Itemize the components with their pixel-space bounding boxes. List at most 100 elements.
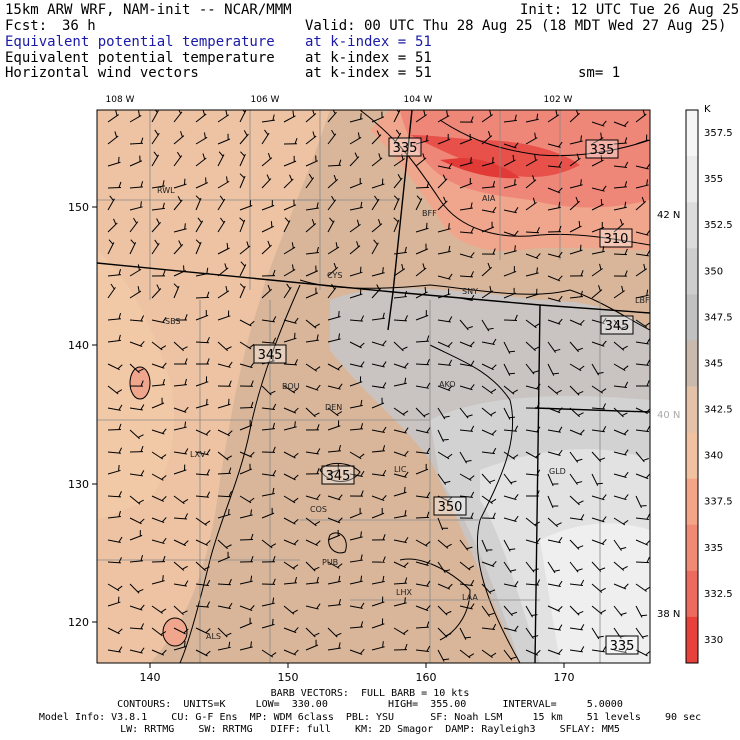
contour-label-box	[321, 465, 355, 485]
y-axis-ticks: 150 140 130 120	[68, 201, 97, 629]
colorbar-label: 345	[704, 358, 723, 369]
longitude-label: 108 W	[106, 95, 135, 105]
smoothing-label: sm= 1	[578, 65, 621, 81]
contour-lines	[179, 110, 650, 663]
field-1-level: at k-index =	[305, 34, 407, 50]
model-title: 15km ARW WRF, NAM-init -- NCAR/MMM	[5, 2, 292, 18]
longitude-label: 106 W	[251, 95, 280, 105]
state-borders	[97, 110, 650, 663]
contour-info: CONTOURS: UNITS=K LOW= 330.00 HIGH= 355.…	[117, 699, 623, 710]
contour-label-box	[605, 635, 639, 655]
field-1-name: Equivalent potential temperature	[5, 34, 275, 50]
latitude-labels: 42 N 40 N 38 N	[657, 210, 680, 620]
colorbar-swatch	[686, 524, 698, 572]
county-lines	[97, 110, 601, 663]
contour-label-box	[433, 496, 467, 516]
x-tick-label: 160	[416, 671, 437, 684]
station-bou: BOU	[282, 382, 300, 391]
station-als: ALS	[206, 632, 221, 641]
colorbar-swatch	[686, 570, 698, 618]
station-labels: RWL BFF AIA CYS SNY LBF SBS BOU AKO DEN LXV LIC GLD C…	[157, 186, 650, 641]
contour-label-box	[388, 137, 422, 157]
colorbar: K 357.5 355 352.5 350 347.5 345 342.5 340 337.5 33…	[685, 104, 733, 664]
y-tick-label: 130	[68, 478, 89, 491]
colorbar-label: 332.5	[704, 589, 733, 600]
forecast-hours: 36 h	[62, 18, 96, 34]
contour-label: 345	[605, 319, 630, 334]
colorbar-label: 342.5	[704, 405, 733, 416]
model-info: Model Info: V3.8.1 CU: G-F Ens MP: WDM 6…	[38, 712, 702, 723]
colorbar-label: 337.5	[704, 497, 733, 508]
field-3-name: Horizontal wind vectors	[5, 65, 199, 81]
field-2-level: at k-index =	[305, 50, 407, 66]
field-1-value: 51	[415, 34, 432, 50]
colorbar-swatch	[686, 294, 698, 341]
y-tick-label: 140	[68, 339, 89, 352]
init-time: Init: 12 UTC Tue 26 Aug 25	[520, 2, 740, 18]
valid-time: Valid: 00 UTC Thu 28 Aug 25 (18 MDT Wed …	[305, 18, 727, 34]
station-aia: AIA	[482, 194, 496, 203]
colorbar-label: 347.5	[704, 312, 733, 323]
x-tick-label: 140	[140, 671, 161, 684]
field-2-value: 51	[415, 50, 432, 66]
field-2-name: Equivalent potential temperature	[5, 50, 275, 66]
x-tick-label: 170	[554, 671, 575, 684]
station-cos: COS	[310, 505, 327, 514]
y-tick-label: 150	[68, 201, 89, 214]
colorbar-frame	[685, 109, 699, 664]
contour-label: 335	[610, 639, 635, 654]
station-laa: LAA	[462, 593, 478, 602]
station-lbf: LBF	[635, 296, 650, 305]
station-lic: LIC	[394, 465, 407, 474]
colorbar-swatch	[686, 616, 698, 664]
colorbar-label: 355	[704, 174, 723, 185]
colorbar-swatch	[686, 202, 698, 249]
station-rwl: RWL	[157, 186, 175, 195]
contour-label: 335	[590, 143, 615, 158]
contour-label-box	[585, 139, 619, 159]
x-tick-label: 150	[278, 671, 299, 684]
latitude-label: 40 N	[657, 410, 680, 421]
station-pub: PUB	[322, 558, 338, 567]
barb-legend: BARB VECTORS: FULL BARB = 10 kts	[270, 688, 470, 699]
longitude-label: 104 W	[404, 95, 433, 105]
latitude-label: 42 N	[657, 210, 680, 221]
contour-label: 335	[393, 141, 418, 156]
field-3-level: at k-index =	[305, 65, 407, 81]
y-tick-label: 120	[68, 616, 89, 629]
colorbar-swatch	[686, 340, 698, 387]
station-lhx: LHX	[396, 588, 412, 597]
contour-label-box	[600, 315, 634, 335]
colorbar-label: 350	[704, 266, 723, 277]
contour-label: 345	[258, 348, 283, 363]
colorbar-swatch	[686, 248, 698, 295]
station-den: DEN	[325, 403, 342, 412]
field-3-value: 51	[415, 65, 432, 81]
latitude-label: 38 N	[657, 609, 680, 620]
station-bff: BFF	[422, 209, 437, 218]
station-gld: GLD	[549, 467, 566, 476]
colorbar-swatch	[686, 386, 698, 434]
colorbar-swatch	[686, 156, 698, 203]
station-sbs: SBS	[165, 317, 181, 326]
contour-label-box	[599, 228, 633, 248]
colorbar-swatch	[686, 478, 698, 526]
colorbar-swatch	[686, 110, 698, 157]
colorbar-label: 330	[704, 635, 723, 646]
station-cys: CYS	[327, 271, 342, 280]
contour-label-group: 335 335 310 345 345 345 350 335	[253, 137, 639, 655]
station-sny: SNY	[462, 287, 478, 296]
plot-frame	[96, 109, 651, 664]
longitude-label: 102 W	[544, 95, 573, 105]
station-ako: AKO	[439, 380, 456, 389]
contour-label: 345	[326, 469, 351, 484]
colorbar-label: 357.5	[704, 128, 733, 139]
weather-map: RWL BFF AIA CYS SNY LBF SBS BOU AKO DEN LXV LIC GLD C…	[68, 95, 733, 684]
contour-label: 350	[438, 500, 463, 515]
station-lxv: LXV	[190, 450, 206, 459]
contour-label-box	[253, 344, 287, 364]
colorbar-swatch	[686, 432, 698, 480]
contour-label: 310	[604, 232, 629, 247]
wind-barbs	[107, 110, 650, 662]
colorbar-unit: K	[704, 104, 711, 115]
